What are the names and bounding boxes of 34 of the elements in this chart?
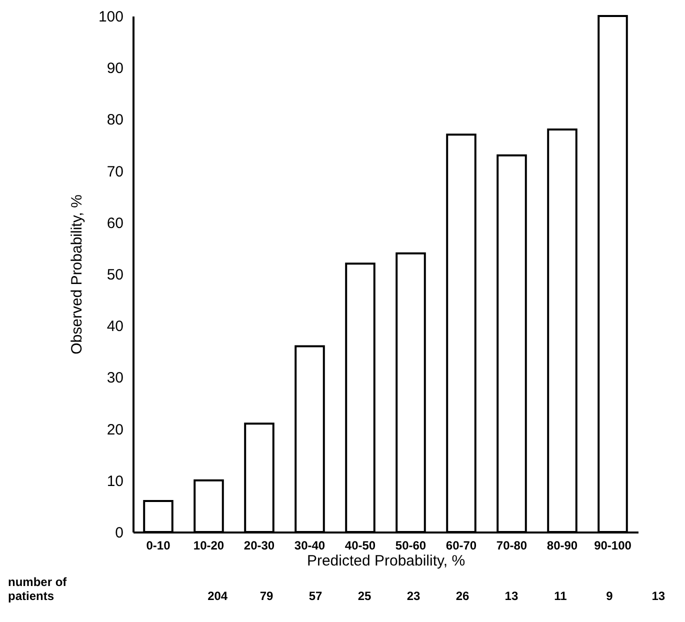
y-tick-label: 30 <box>106 370 124 387</box>
y-tick-label: 90 <box>106 60 124 78</box>
text: 79 <box>258 589 274 603</box>
y-tick-label: 70 <box>106 163 124 180</box>
text: 9 <box>605 589 614 603</box>
y-tick-label: 40 <box>106 318 124 336</box>
y-tick-label: 0 <box>115 524 124 542</box>
x-tick-label: 60-70 <box>446 538 477 552</box>
x-tick-label: 40-50 <box>344 538 376 552</box>
text: number of patients <box>8 575 67 603</box>
text: 57 <box>308 589 324 603</box>
x-tick-label: 50-60 <box>395 538 426 552</box>
x-tick-label: 10-20 <box>193 538 224 552</box>
x-tick-label: 30-40 <box>294 538 326 552</box>
text: 26 <box>454 589 470 603</box>
y-tick-label: 80 <box>106 112 124 129</box>
text: 11 <box>553 589 568 603</box>
text: 25 <box>356 589 372 603</box>
y-tick-label: 60 <box>106 214 124 232</box>
x-tick-label: 70-80 <box>496 538 528 552</box>
x-tick-label: 20-30 <box>244 538 275 552</box>
text: 23 <box>406 589 422 603</box>
y-tick-label: 50 <box>106 266 124 284</box>
y-axis-title: Observed Probability, % <box>68 194 86 354</box>
x-tick-label: 80-90 <box>546 538 578 552</box>
text: 13 <box>504 589 520 603</box>
y-tick-label: 20 <box>106 421 124 438</box>
y-tick-label: 100 <box>98 8 124 26</box>
x-axis-title: Predicted Probability, % <box>306 552 466 570</box>
x-tick-label: 90-100 <box>594 538 632 552</box>
text: 204 <box>206 589 229 603</box>
x-tick-label: 0-10 <box>146 538 171 552</box>
y-tick-label: 10 <box>106 472 124 490</box>
text: 13 <box>650 589 666 603</box>
